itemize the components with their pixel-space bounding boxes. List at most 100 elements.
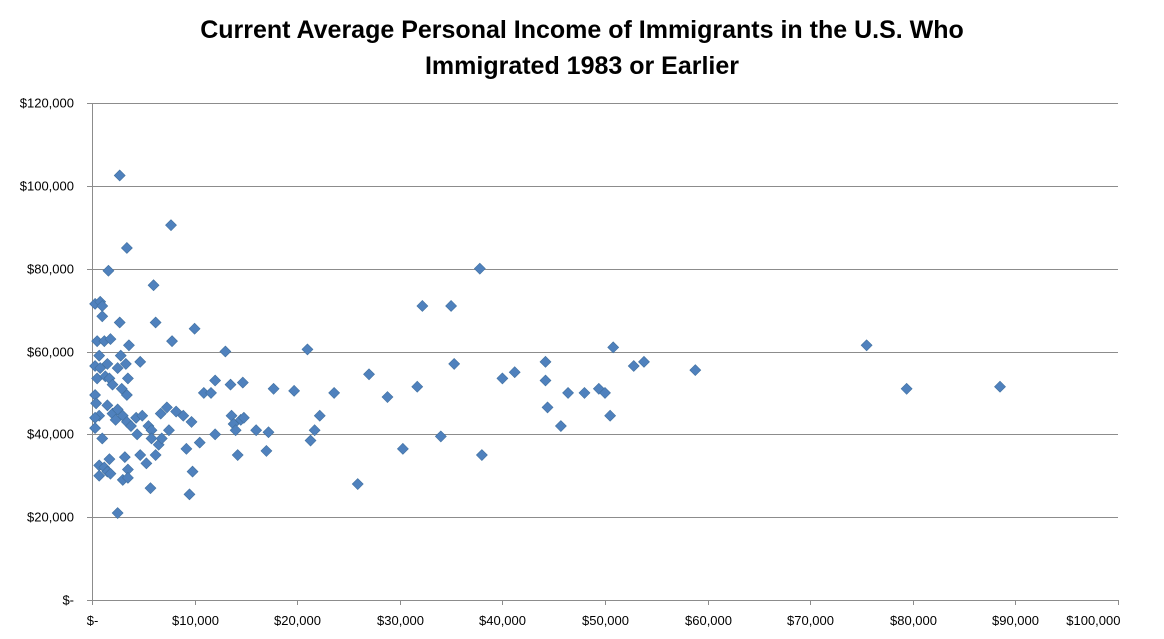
y-tick-label: $60,000 [27,345,74,360]
data-point [381,391,394,403]
data-point [411,380,424,393]
data-point [111,362,124,374]
x-tick-label: $30,000 [377,613,424,628]
data-points [89,169,1006,519]
y-tick-label: $- [62,593,74,608]
data-point [396,442,409,455]
axes [87,103,1119,605]
chart-title: Current Average Personal Income of Immig… [0,12,1164,84]
data-point [140,457,153,470]
data-point [363,368,375,381]
data-point [193,436,206,449]
data-point [91,372,104,385]
chart-title-line-2: Immigrated 1983 or Earlier [424,52,740,80]
data-point [250,424,263,437]
data-point [351,478,364,490]
data-point [236,376,249,389]
data-point [103,453,116,466]
y-tick-labels: $- $20,000 $40,000 $60,000 $80,000 $100,000 $1… [20,96,74,608]
data-point [209,374,222,387]
data-point [113,169,126,182]
data-point [231,449,244,461]
data-point [114,349,127,362]
data-point [185,415,198,428]
chart-title-line-1: Current Average Personal Income of Immig… [200,16,964,44]
data-point [125,420,137,432]
data-point [900,382,913,395]
data-point [134,355,147,368]
gridlines [92,103,1118,518]
data-point [205,386,217,399]
data-point [134,449,147,461]
data-point [237,411,250,424]
data-point [120,242,133,254]
data-point [562,386,574,399]
data-point [328,386,341,399]
data-point [113,316,126,329]
x-tick-label: $40,000 [479,613,526,628]
data-point [154,407,167,420]
data-point [165,219,177,232]
data-point [994,380,1006,393]
x-tick-label: $70,000 [787,613,834,628]
data-point [288,384,301,397]
data-point [539,374,552,387]
data-point [473,262,486,275]
data-point [90,397,103,410]
data-point [147,279,160,292]
data-point [104,333,117,345]
y-tick-label: $80,000 [27,262,74,277]
data-point [475,449,488,461]
x-tick-label: $- [87,613,99,628]
data-point [448,358,461,370]
data-point [508,366,521,379]
data-point [599,386,611,399]
data-point [539,355,552,368]
data-point [445,300,458,312]
data-point [860,339,873,352]
data-point [267,382,280,395]
data-point [93,469,106,482]
data-point [96,432,109,445]
data-point [627,360,640,372]
x-tick-label: $50,000 [582,613,629,628]
data-point [224,378,237,391]
x-tick-label: $20,000 [274,613,321,628]
data-point [434,430,447,443]
data-point [219,345,232,358]
data-point [144,482,157,495]
data-point [121,372,134,385]
data-point [136,409,149,422]
data-point [180,442,193,455]
data-point [121,471,134,484]
data-point [149,316,162,329]
data-point [101,399,114,412]
y-tick-label: $20,000 [27,510,74,525]
data-point [102,264,115,277]
data-point [93,349,106,362]
data-point [496,372,509,385]
data-point [120,389,133,401]
data-point [177,409,190,422]
data-point [149,449,162,461]
data-point [118,451,131,464]
x-tick-label: $80,000 [890,613,937,628]
data-point [160,401,173,414]
data-point [209,428,222,441]
data-point [416,300,429,312]
x-tick-label: $10,000 [172,613,219,628]
x-tick-label: $90,000 [992,613,1039,628]
data-point [308,424,321,437]
data-point [689,364,702,377]
data-point [111,507,124,519]
data-point [155,432,168,445]
data-point [106,378,119,391]
data-point [163,424,175,437]
data-point [541,401,554,414]
data-point [119,358,132,370]
x-tick-label: $100,000 [1066,613,1120,628]
data-point [188,322,201,335]
data-point [123,339,135,352]
data-point [89,422,102,435]
